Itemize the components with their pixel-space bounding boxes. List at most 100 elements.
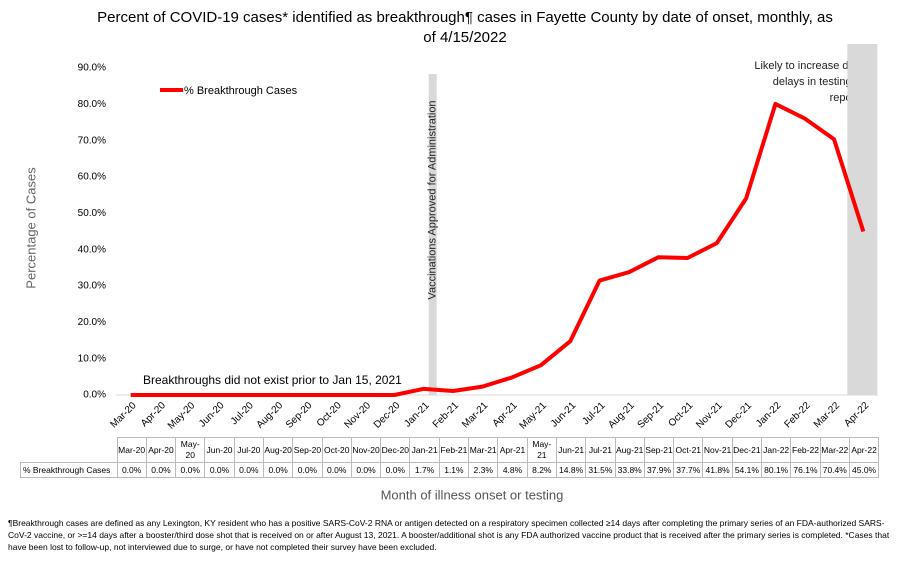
table-header: Dec-21: [731, 437, 763, 463]
legend-label: % Breakthrough Cases: [184, 85, 298, 97]
x-tick-label: May-20: [166, 400, 198, 432]
x-tick-label: Mar-20: [108, 400, 138, 430]
x-tick-label: Mar-22: [812, 400, 842, 430]
table-header: Jun-20: [204, 437, 235, 463]
y-tick-label: 60.0%: [78, 172, 106, 183]
table-header: Jun-21: [555, 437, 587, 463]
table-cell: 54.1%: [731, 462, 763, 478]
table-header: Nov-21: [702, 437, 733, 463]
x-tick-label: Aug-21: [606, 400, 637, 431]
table-header: Jul-21: [585, 437, 616, 463]
table-header: Aug-21: [614, 437, 645, 463]
x-tick-label: Oct-21: [666, 400, 695, 429]
table-header: Mar-22: [819, 437, 850, 463]
x-tick-label: Jun-21: [549, 400, 579, 430]
table-header: Dec-20: [380, 437, 411, 463]
table-header: Feb-22: [790, 437, 821, 463]
chart-title: Percent of COVID-19 cases* identified as…: [97, 9, 833, 46]
table-cell: 41.8%: [702, 462, 733, 478]
table-cell: 80.1%: [761, 462, 792, 478]
table-cell: 0.0%: [175, 462, 206, 478]
x-tick-label: Apr-20: [139, 400, 168, 429]
table-header: Apr-21: [497, 437, 528, 463]
table-cell: 8.2%: [526, 462, 557, 478]
incomplete-band: [847, 44, 878, 395]
x-axis-title: Month of illness onset or testing: [381, 487, 564, 502]
table-cell: 70.4%: [819, 462, 850, 478]
table-header: Oct-21: [673, 437, 704, 463]
x-tick-label: Jun-20: [197, 400, 227, 430]
table-header: May-20: [175, 437, 206, 463]
table-header-row: Mar-20 Apr-20 May-20 Jun-20 Jul-20 Aug-20 Sep-…: [21, 437, 880, 463]
table-cell: 0.0%: [233, 462, 264, 478]
annotation: Breakthroughs did not exist prior to Jan…: [143, 373, 402, 387]
table-cell: 0.0%: [292, 462, 323, 478]
table-header: Aug-20: [262, 437, 294, 463]
y-tick-label: 80.0%: [78, 99, 106, 110]
table-header: Mar-21: [468, 437, 499, 463]
table-row: % Breakthrough Cases 0.0% 0.0% 0.0% 0.0% 0.0%…: [20, 462, 880, 478]
footnote: ¶Breakthrough cases are defined as any L…: [8, 518, 890, 552]
table-header: Nov-20: [350, 437, 382, 463]
y-tick-label: 20.0%: [78, 317, 106, 328]
table-cell: 0.0%: [321, 462, 352, 478]
y-tick-label: 10.0%: [78, 353, 106, 364]
table-cell: 31.5%: [585, 462, 616, 478]
table-cell: 2.3%: [468, 462, 499, 478]
y-tick-label: 40.0%: [78, 244, 106, 255]
x-tick-label: Aug-20: [255, 400, 286, 431]
x-tick-label: Dec-21: [724, 400, 755, 431]
x-tick-label: Jul-20: [229, 400, 256, 427]
annotation: Vaccinations Approved for Administration: [427, 100, 439, 299]
y-tick-label: 0.0%: [83, 390, 106, 401]
table-cell: 0.0%: [262, 462, 294, 478]
y-tick-label: 50.0%: [78, 208, 106, 219]
x-tick-label: Feb-21: [431, 400, 461, 430]
x-tick-label: Sep-21: [636, 400, 667, 431]
table-cell: 0.0%: [116, 462, 147, 478]
x-tick-label: Feb-22: [783, 400, 813, 430]
x-tick-label: Sep-20: [284, 400, 315, 431]
table-header: Oct-20: [321, 437, 352, 463]
series-line: [130, 101, 866, 397]
table-cell: 45.0%: [848, 462, 880, 478]
table-cell: 4.8%: [497, 462, 528, 478]
table-cell: 0.0%: [145, 462, 177, 478]
table-header: Apr-22: [848, 437, 880, 463]
table-cell: 1.7%: [409, 462, 440, 478]
x-tick-label: Apr-21: [491, 400, 520, 429]
table-header: Apr-20: [145, 437, 177, 463]
x-tick-label: Apr-22: [842, 400, 871, 429]
x-tick-label: Dec-20: [372, 400, 403, 431]
table-header: Mar-20: [116, 437, 147, 463]
y-tick-label: 30.0%: [78, 281, 106, 292]
x-tick-label: Jan-21: [402, 400, 432, 430]
x-tick-label: Oct-20: [315, 400, 344, 429]
table-cell: 37.9%: [643, 462, 675, 478]
x-tick-label: Nov-21: [694, 400, 725, 431]
table-header: Feb-21: [438, 437, 470, 463]
table-header: Sep-20: [292, 437, 323, 463]
y-tick-label: 90.0%: [78, 63, 106, 74]
x-tick-label: May-21: [518, 400, 550, 432]
table-header: Jan-22: [761, 437, 792, 463]
table-cell: 0.0%: [204, 462, 235, 478]
table-header: Jan-21: [409, 437, 440, 463]
table-header: Jul-20: [233, 437, 264, 463]
table-row-header: % Breakthrough Cases: [20, 462, 118, 478]
table-cell: 33.8%: [614, 462, 645, 478]
y-tick-label: 70.0%: [78, 135, 106, 146]
table-cell: 0.0%: [380, 462, 411, 478]
vaccination-band: [428, 74, 437, 395]
table-cell: 76.1%: [790, 462, 821, 478]
table-header: May-21: [526, 437, 557, 463]
table-cell: 1.1%: [438, 462, 470, 478]
x-tick-label: Mar-21: [460, 400, 490, 430]
table-cell: 37.7%: [673, 462, 704, 478]
x-tick-label: Nov-20: [343, 400, 374, 431]
y-axis-title: Percentage of Cases: [23, 167, 38, 289]
x-tick-label: Jan-22: [754, 400, 784, 430]
x-tick-label: Jul-21: [581, 400, 608, 427]
